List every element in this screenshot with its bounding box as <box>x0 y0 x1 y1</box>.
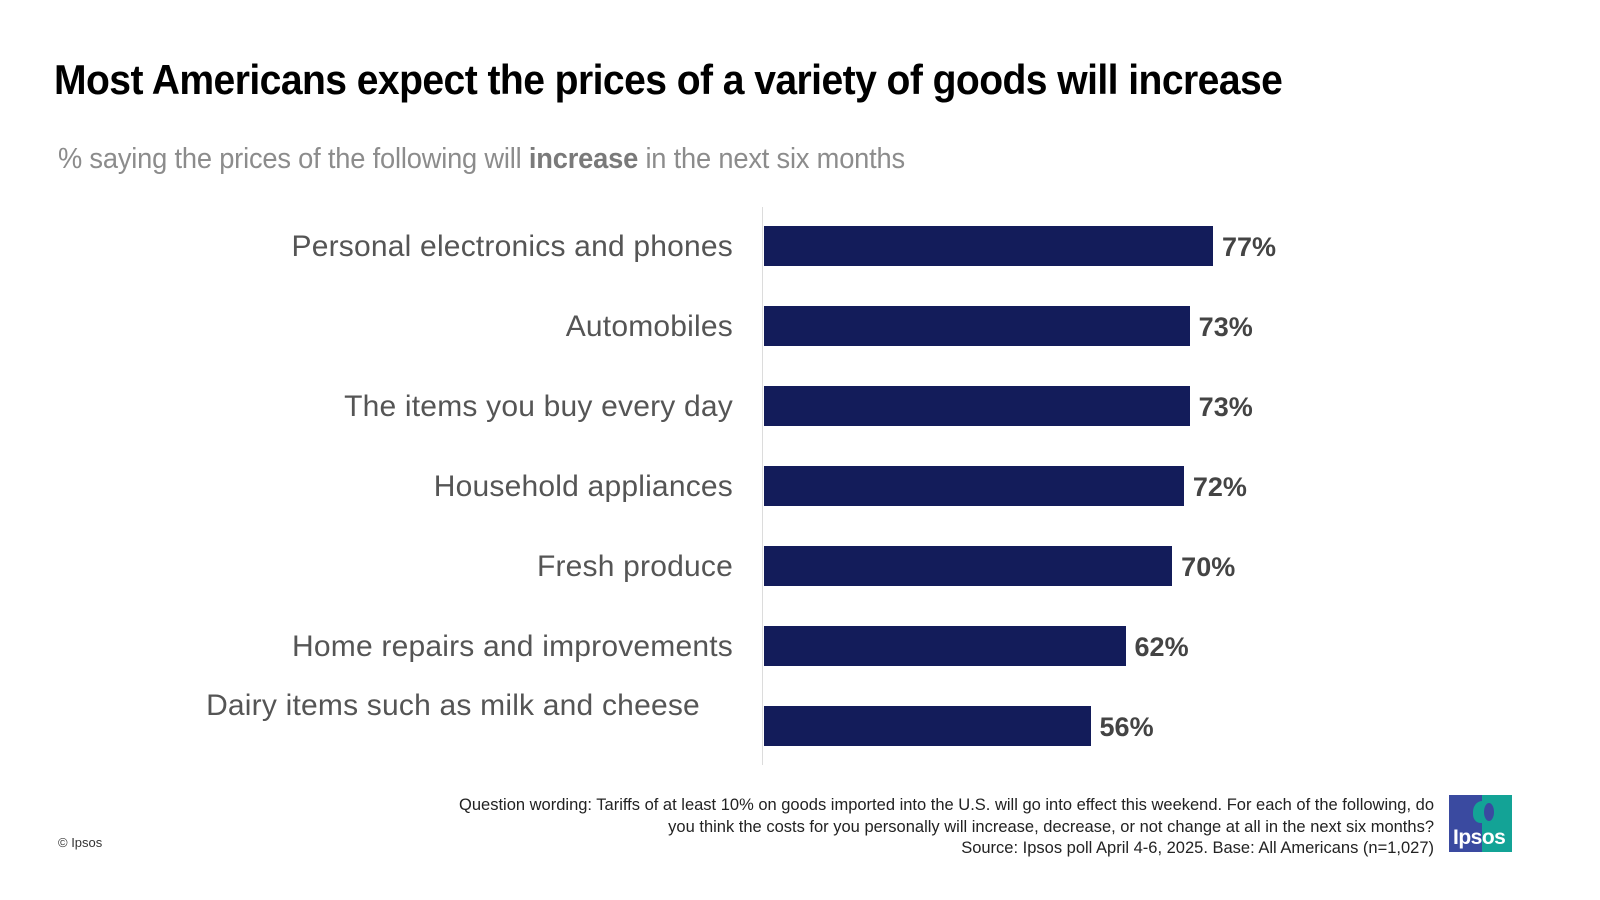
copyright-notice: © Ipsos <box>58 835 103 850</box>
logo-text: Ipsos <box>1453 826 1506 849</box>
category-label: Personal electronics and phones <box>291 230 733 263</box>
value-label: 73% <box>1198 392 1253 422</box>
category-label: Household appliances <box>433 470 733 503</box>
category-axis-line <box>762 207 763 765</box>
logo-face-icon <box>1484 803 1494 821</box>
category-label: Home repairs and improvements <box>292 630 733 663</box>
subtitle-text-after: in the next six months <box>638 143 905 175</box>
value-label: 70% <box>1181 552 1236 582</box>
footnote-line: Source: Ipsos poll April 4-6, 2025. Base… <box>961 839 1434 857</box>
bar <box>764 466 1184 506</box>
bar <box>764 386 1190 426</box>
chart-title: Most Americans expect the prices of a va… <box>54 56 1283 103</box>
bar <box>764 706 1091 746</box>
footnote-line: Question wording: Tariffs of at least 10… <box>459 796 1434 814</box>
category-label: Dairy items such as milk and cheese <box>206 689 700 722</box>
subtitle-emphasis: increase <box>528 143 639 175</box>
footnote-line: you think the costs for you personally w… <box>668 817 1434 836</box>
bar <box>764 626 1126 666</box>
category-label: Automobiles <box>565 310 733 343</box>
category-label: The items you buy every day <box>344 390 733 423</box>
value-label: 62% <box>1134 632 1189 662</box>
footnote: Question wording: Tariffs of at least 10… <box>459 795 1434 860</box>
bar <box>764 226 1213 266</box>
chart-subtitle: % saying the prices of the following wil… <box>58 143 905 176</box>
bar <box>764 306 1190 346</box>
bar <box>764 546 1173 586</box>
value-label: 56% <box>1099 712 1154 742</box>
subtitle-text-before: % saying the prices of the following wil… <box>58 143 529 175</box>
value-label: 77% <box>1222 232 1277 262</box>
value-label: 72% <box>1192 472 1247 502</box>
ipsos-logo: Ipsos <box>1449 795 1512 852</box>
value-label: 73% <box>1198 312 1253 342</box>
category-label: Fresh produce <box>536 550 733 583</box>
